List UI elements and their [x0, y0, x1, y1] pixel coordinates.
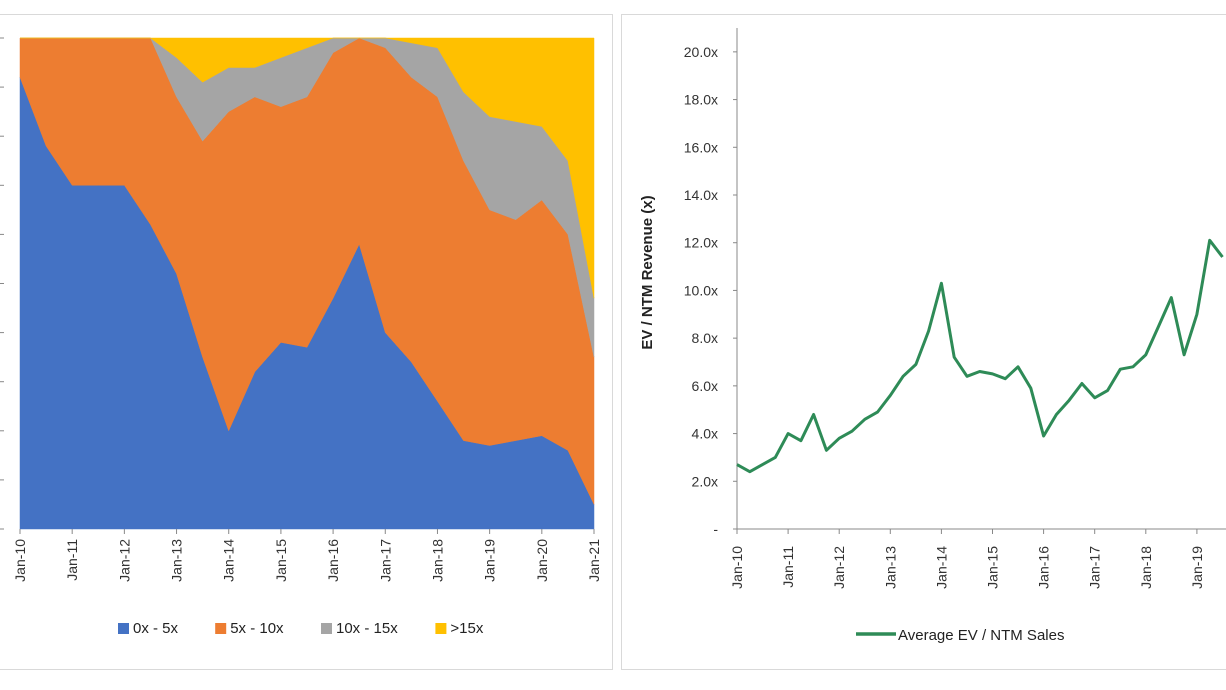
x-tick-label: Jan-21	[586, 539, 602, 582]
legend-label: 10x - 15x	[336, 620, 398, 637]
x-tick-label: Jan-17	[377, 539, 393, 582]
line-series-average-ev-ntm-sales	[736, 238, 1224, 474]
y-tick-label: 10.0x	[684, 282, 718, 298]
x-tick-label: Jan-18	[1138, 546, 1154, 589]
x-tick-label: Jan-13	[169, 539, 185, 582]
x-tick-label: Jan-14	[221, 539, 237, 582]
x-tick-label: Jan-15	[985, 546, 1001, 589]
y-tick-label: 8.0x	[692, 330, 718, 346]
legend-label: 0x - 5x	[133, 620, 179, 637]
stacked-area-plot	[19, 37, 595, 530]
x-tick-label: Jan-12	[116, 539, 132, 582]
y-tick-label: 20.0x	[684, 44, 718, 60]
y-tick-label: 18.0x	[684, 92, 718, 108]
y-tick-label: -	[713, 521, 718, 537]
area-series-15x	[20, 37, 595, 299]
x-tick-label: Jan-17	[1087, 546, 1103, 589]
x-tick-label: Jan-19	[1189, 546, 1205, 589]
x-tick-label: Jan-18	[429, 539, 445, 582]
x-tick-label: Jan-16	[325, 539, 341, 582]
legend-label: >15x	[450, 620, 483, 637]
x-tick-label: Jan-15	[273, 539, 289, 582]
legend-swatch-5x-10x	[215, 623, 227, 634]
x-tick-label: Jan-16	[1036, 546, 1052, 589]
y-tick-label: 6.0x	[692, 378, 718, 394]
x-tick-label: Jan-14	[933, 546, 949, 589]
y-tick-label: 4.0x	[692, 426, 718, 442]
y-tick-label: 14.0x	[684, 187, 718, 203]
legend-swatch-10x-15x	[321, 623, 332, 634]
x-tick-label: Jan-11	[780, 546, 796, 588]
x-tick-label: Jan-10	[12, 539, 28, 582]
legend-label: Average EV / NTM Sales	[898, 627, 1064, 644]
y-axis-title: EV / NTM Revenue (x)	[639, 195, 656, 349]
legend-label: 5x - 10x	[230, 620, 284, 637]
line-plot: - 2.0x 4.0x 6.0x 8.0x 10.0x 12.0x 14.0x 16.0x 18.…	[639, 28, 1226, 589]
x-tick-label: Jan-19	[482, 539, 498, 582]
x-tick-label: Jan-11	[64, 539, 80, 581]
y-tick-label: 12.0x	[684, 235, 718, 251]
legend-swatch-0x-5x	[118, 623, 129, 634]
y-tick-label: 16.0x	[684, 139, 718, 155]
legend-swatch-15x	[435, 623, 447, 634]
x-tick-label: Jan-20	[534, 539, 550, 582]
y-tick-label: 2.0x	[692, 473, 718, 489]
x-tick-label: Jan-10	[729, 546, 745, 589]
x-tick-label: Jan-13	[882, 546, 898, 589]
x-tick-label: Jan-12	[831, 546, 847, 589]
